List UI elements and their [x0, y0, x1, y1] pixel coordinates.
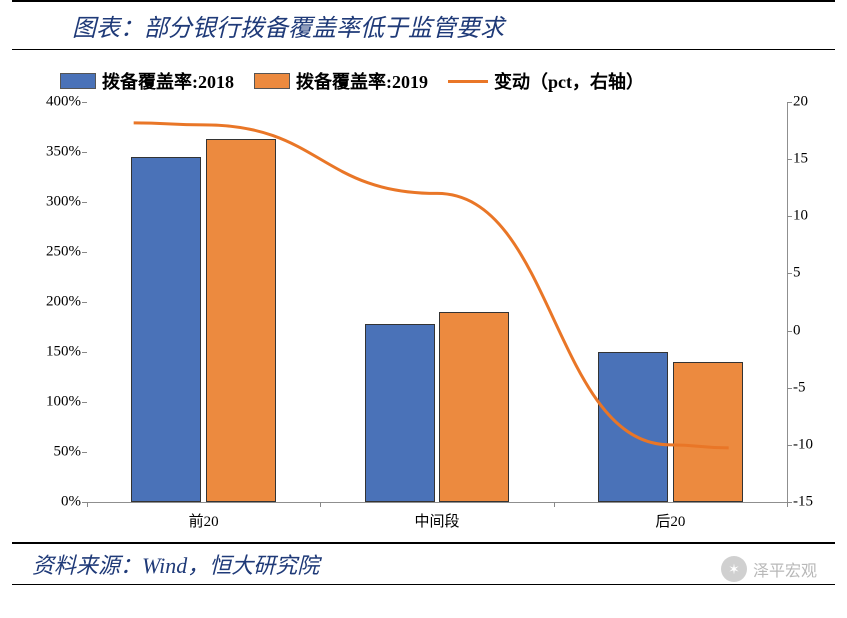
bar-2019 — [673, 362, 743, 502]
y1-tick-mark — [82, 252, 87, 253]
chart-title: 图表：部分银行拨备覆盖率低于监管要求 — [12, 8, 835, 43]
wechat-icon: ✶ — [721, 556, 747, 582]
x-tick-mark — [87, 502, 88, 507]
y1-tick-mark — [82, 202, 87, 203]
y1-tick-mark — [82, 302, 87, 303]
y2-tick-mark — [787, 445, 792, 446]
x-tick-label: 中间段 — [414, 502, 459, 531]
title-area: 图表：部分银行拨备覆盖率低于监管要求 — [12, 0, 835, 50]
watermark-text: 泽平宏观 — [753, 557, 817, 581]
bar-2019 — [439, 312, 509, 502]
plot-area: 0%50%100%150%200%250%300%350%400%-15-10-… — [87, 102, 788, 503]
y2-tick-mark — [787, 388, 792, 389]
x-tick-label: 后20 — [655, 502, 685, 531]
y1-tick-label: 400% — [46, 94, 87, 111]
y1-tick-mark — [82, 102, 87, 103]
legend-label-2019: 拨备覆盖率:2019 — [296, 68, 428, 94]
y2-tick-mark — [787, 102, 792, 103]
bar-2019 — [206, 139, 276, 502]
chart-wrap: 0%50%100%150%200%250%300%350%400%-15-10-… — [12, 102, 835, 542]
legend-item-2019: 拨备覆盖率:2019 — [254, 68, 428, 94]
y2-tick-mark — [787, 273, 792, 274]
y2-tick-mark — [787, 331, 792, 332]
bar-2018 — [598, 352, 668, 502]
y2-tick-mark — [787, 159, 792, 160]
y1-tick-label: 200% — [46, 294, 87, 311]
y1-tick-label: 250% — [46, 244, 87, 261]
y1-tick-label: 150% — [46, 344, 87, 361]
y1-tick-label: 350% — [46, 144, 87, 161]
y2-tick-mark — [787, 216, 792, 217]
legend-line-change — [448, 80, 488, 83]
x-tick-mark — [787, 502, 788, 507]
source-text: 资料来源：Wind，恒大研究院 — [32, 553, 319, 578]
watermark: ✶ 泽平宏观 — [721, 556, 817, 582]
x-tick-mark — [320, 502, 321, 507]
legend: 拨备覆盖率:2018 拨备覆盖率:2019 变动（pct，右轴） — [0, 50, 847, 102]
legend-item-change: 变动（pct，右轴） — [448, 68, 644, 94]
y1-tick-label: 100% — [46, 394, 87, 411]
y1-tick-mark — [82, 352, 87, 353]
x-tick-mark — [554, 502, 555, 507]
legend-item-2018: 拨备覆盖率:2018 — [60, 68, 234, 94]
bar-2018 — [365, 324, 435, 502]
bar-2018 — [131, 157, 201, 502]
x-tick-label: 前20 — [189, 502, 219, 531]
y1-tick-mark — [82, 452, 87, 453]
y1-tick-mark — [82, 402, 87, 403]
legend-swatch-2018 — [60, 73, 96, 89]
chart-container: 图表：部分银行拨备覆盖率低于监管要求 拨备覆盖率:2018 拨备覆盖率:2019… — [0, 0, 847, 618]
y1-tick-label: 300% — [46, 194, 87, 211]
source-area: 资料来源：Wind，恒大研究院 — [12, 542, 835, 585]
y1-tick-mark — [82, 152, 87, 153]
legend-label-change: 变动（pct，右轴） — [494, 68, 644, 94]
legend-label-2018: 拨备覆盖率:2018 — [102, 68, 234, 94]
legend-swatch-2019 — [254, 73, 290, 89]
